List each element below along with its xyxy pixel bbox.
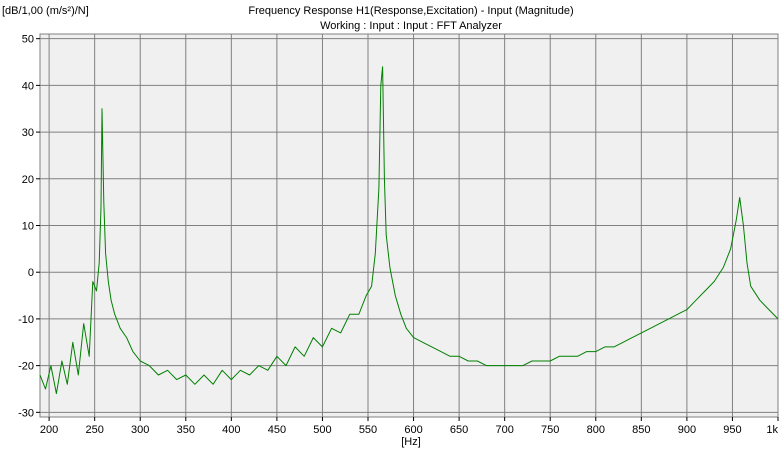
y-tick-label: 50 [22,34,34,46]
x-tick-label: 250 [85,424,103,436]
y-tick-label: 10 [22,221,34,233]
x-tick-label: 850 [632,424,650,436]
x-tick-label: 550 [359,424,377,436]
x-tick-label: 600 [404,424,422,436]
x-tick-label: 700 [495,424,513,436]
series-layer [39,66,779,395]
x-tick-label: 650 [450,424,468,436]
y-tick-label: 30 [22,127,34,139]
series-line-frf-magnitude [39,66,779,395]
grid-lines [40,34,778,417]
x-tick-label: 800 [587,424,605,436]
y-tick-label: -30 [18,407,34,419]
y-axis-unit-label: [dB/1,00 (m/s²)/N] [2,5,89,17]
y-axis-ticks: 50 40 30 20 10 0 -10 -20 -30 [18,34,40,419]
y-tick-label: -20 [18,361,34,373]
y-tick-label: 0 [28,267,34,279]
chart-title: Frequency Response H1(Response,Excitatio… [248,5,573,17]
y-tick-label: 40 [22,80,34,92]
chart-subtitle: Working : Input : Input : FFT Analyzer [320,20,502,32]
x-tick-label: 350 [177,424,195,436]
x-axis-ticks: 200 250 300 350 400 450 500 550 600 650 700 750 800 8… [40,417,779,436]
x-tick-label: 400 [222,424,240,436]
x-axis-unit-label: [Hz] [401,436,421,448]
x-tick-label: 200 [40,424,58,436]
y-tick-label: -10 [18,314,34,326]
x-tick-label: 500 [313,424,331,436]
x-tick-label: 450 [268,424,286,436]
x-tick-label: 1k [766,424,778,436]
x-tick-label: 900 [678,424,696,436]
x-tick-label: 750 [541,424,559,436]
x-tick-label: 950 [723,424,741,436]
x-tick-label: 300 [131,424,149,436]
y-tick-label: 20 [22,174,34,186]
